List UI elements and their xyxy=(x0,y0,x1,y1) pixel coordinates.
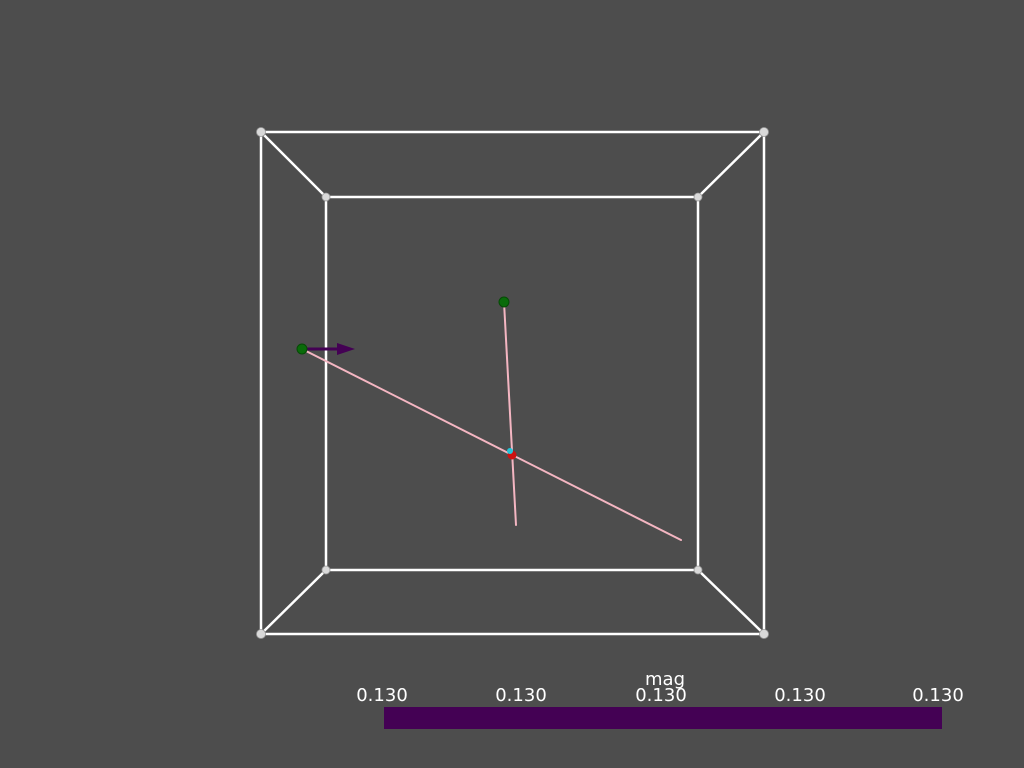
scalar-bar[interactable]: mag 0.130 0.130 0.130 0.130 0.130 xyxy=(356,669,964,729)
box-edge-top-left xyxy=(260,131,327,198)
center-marker-cyan xyxy=(507,448,513,454)
scalar-bar-tick-label: 0.130 xyxy=(635,685,687,706)
scalar-bar-title: mag xyxy=(645,669,685,690)
corner-sphere xyxy=(256,127,266,137)
scalar-bar-tick-label: 0.130 xyxy=(774,685,826,706)
seed-points xyxy=(296,296,510,355)
box-edge-bottom-right xyxy=(697,569,765,635)
corner-sphere xyxy=(693,565,703,575)
scalar-bar-color-strip xyxy=(384,707,942,729)
arrow-glyph xyxy=(302,343,355,355)
corner-sphere xyxy=(321,565,331,575)
box-back-face xyxy=(324,195,700,572)
streamlines xyxy=(301,301,682,541)
streamline-diagonal xyxy=(301,348,682,541)
corner-sphere xyxy=(759,629,769,639)
box-edge-top-right xyxy=(697,131,765,198)
arrow-head xyxy=(337,343,355,355)
scalar-bar-tick-label: 0.130 xyxy=(912,685,964,706)
box-front-face xyxy=(259,130,766,636)
corner-sphere xyxy=(256,629,266,639)
streamline-vertical xyxy=(503,301,517,526)
center-marker xyxy=(507,448,517,460)
corner-sphere xyxy=(693,192,703,202)
seed-point-sphere xyxy=(498,296,510,308)
outline-box xyxy=(259,130,766,636)
box-corners xyxy=(256,127,769,639)
corner-sphere xyxy=(759,127,769,137)
scalar-bar-tick-label: 0.130 xyxy=(495,685,547,706)
seed-point-sphere xyxy=(296,343,308,355)
scalar-bar-tick-label: 0.130 xyxy=(356,685,408,706)
box-edge-bottom-left xyxy=(260,569,327,635)
corner-sphere xyxy=(321,192,331,202)
